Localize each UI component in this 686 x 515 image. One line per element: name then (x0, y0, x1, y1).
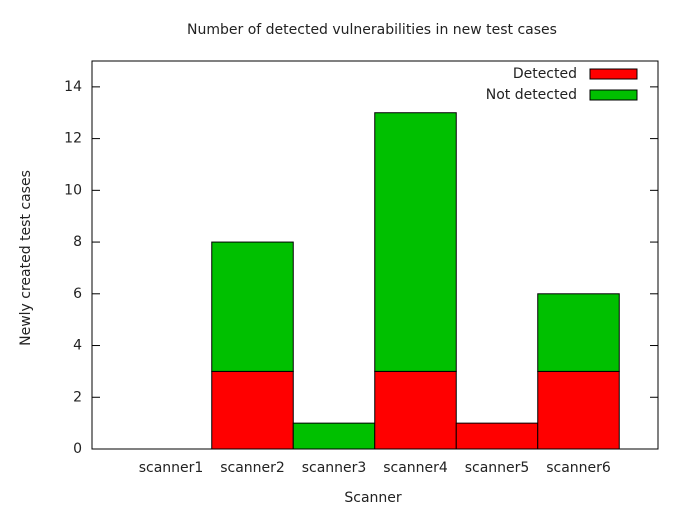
y-tick-label: 2 (73, 389, 82, 405)
y-tick-label: 6 (73, 286, 82, 302)
bar-segment (211, 241, 294, 372)
bar-segment (374, 370, 457, 450)
x-tick-label: scanner1 (139, 460, 204, 476)
x-axis-label: Scanner (344, 490, 402, 506)
y-tick-label: 4 (73, 338, 82, 354)
y-axis-label: Newly created test cases (18, 170, 34, 346)
plot-border (91, 60, 659, 450)
bar-segment (292, 422, 376, 450)
y-tick-label: 12 (64, 131, 82, 147)
x-tick-label: scanner6 (546, 460, 611, 476)
x-tick-label: scanner5 (465, 460, 530, 476)
bar-segment (374, 112, 457, 372)
chart-title: Number of detected vulnerabilities in ne… (187, 22, 557, 38)
bar-segment (537, 293, 620, 372)
y-tick-label: 0 (73, 441, 82, 457)
y-tick-label: 8 (73, 234, 82, 250)
bar-segment (455, 422, 539, 450)
bar-segment (537, 370, 620, 450)
y-tick-label: 14 (64, 79, 82, 95)
legend-label: Detected (513, 66, 577, 82)
legend-label: Not detected (486, 87, 577, 103)
x-tick-label: scanner2 (220, 460, 285, 476)
legend-swatch (589, 68, 638, 80)
x-tick-label: scanner4 (383, 460, 448, 476)
legend-swatch (589, 89, 638, 101)
x-tick-label: scanner3 (302, 460, 367, 476)
bar-segment (211, 370, 294, 450)
y-tick-label: 10 (64, 182, 82, 198)
